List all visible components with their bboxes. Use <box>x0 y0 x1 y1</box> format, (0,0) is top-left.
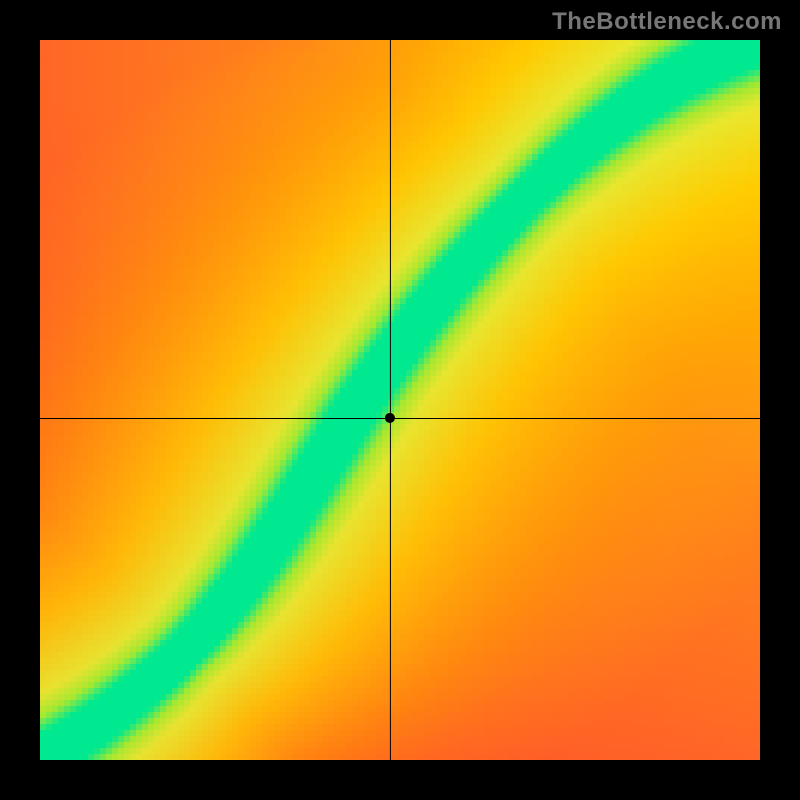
bottleneck-heatmap-container: TheBottleneck.com <box>0 0 800 800</box>
heatmap-canvas <box>0 0 800 800</box>
watermark-text: TheBottleneck.com <box>552 8 782 36</box>
